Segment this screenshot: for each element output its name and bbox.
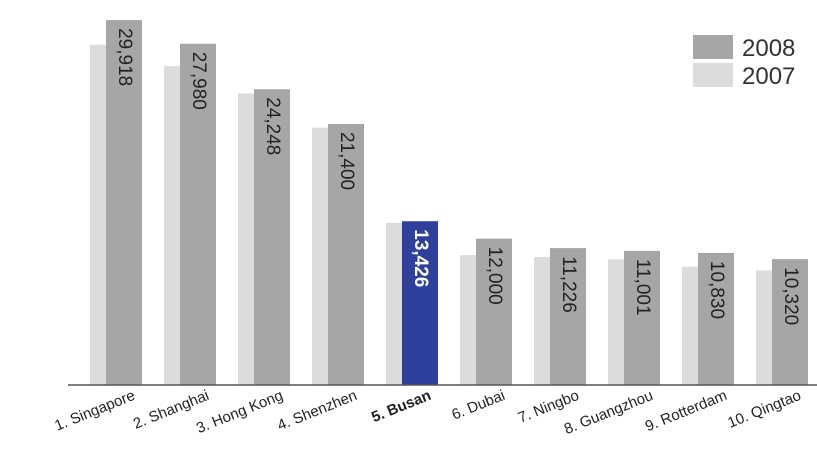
bar-2008 (772, 259, 808, 385)
legend-swatch-2007 (693, 63, 733, 87)
value-label: 13,426 (410, 229, 431, 287)
category-label: 6. Dubai (449, 387, 507, 424)
bar-2008-highlight (402, 221, 438, 385)
value-label: 10,830 (706, 261, 727, 319)
value-label: 29,918 (114, 28, 135, 86)
bar-2008 (180, 43, 216, 385)
value-labels: 29,918 27,980 24,248 21,400 13,426 12,000 11,2… (114, 28, 801, 325)
bar-2008 (698, 252, 734, 385)
bar-2008 (476, 238, 512, 385)
value-label: 12,000 (484, 247, 505, 305)
value-label: 24,248 (262, 97, 283, 155)
category-label: 5. Busan (369, 387, 433, 426)
legend: 2008 2007 (693, 35, 795, 90)
bar-2008 (254, 89, 290, 385)
category-label: 1. Singapore (52, 387, 137, 435)
category-label: 9. Rotterdam (643, 387, 730, 435)
legend-label-2007: 2007 (742, 63, 795, 90)
value-label: 10,320 (780, 267, 801, 325)
value-label: 11,226 (558, 256, 579, 313)
bar-2008 (106, 20, 142, 386)
category-label: 10. Qingtao (725, 387, 803, 432)
value-label: 21,400 (336, 132, 357, 190)
legend-label-2008: 2008 (742, 35, 795, 62)
category-label: 4. Shenzhen (275, 387, 359, 434)
series-2008-bars (106, 20, 808, 386)
bar-2008 (328, 123, 364, 385)
value-label: 27,980 (188, 52, 209, 110)
bar-2008 (550, 248, 586, 385)
legend-swatch-2008 (693, 35, 733, 59)
value-label: 11,001 (632, 259, 653, 316)
bar-2008 (624, 250, 660, 385)
